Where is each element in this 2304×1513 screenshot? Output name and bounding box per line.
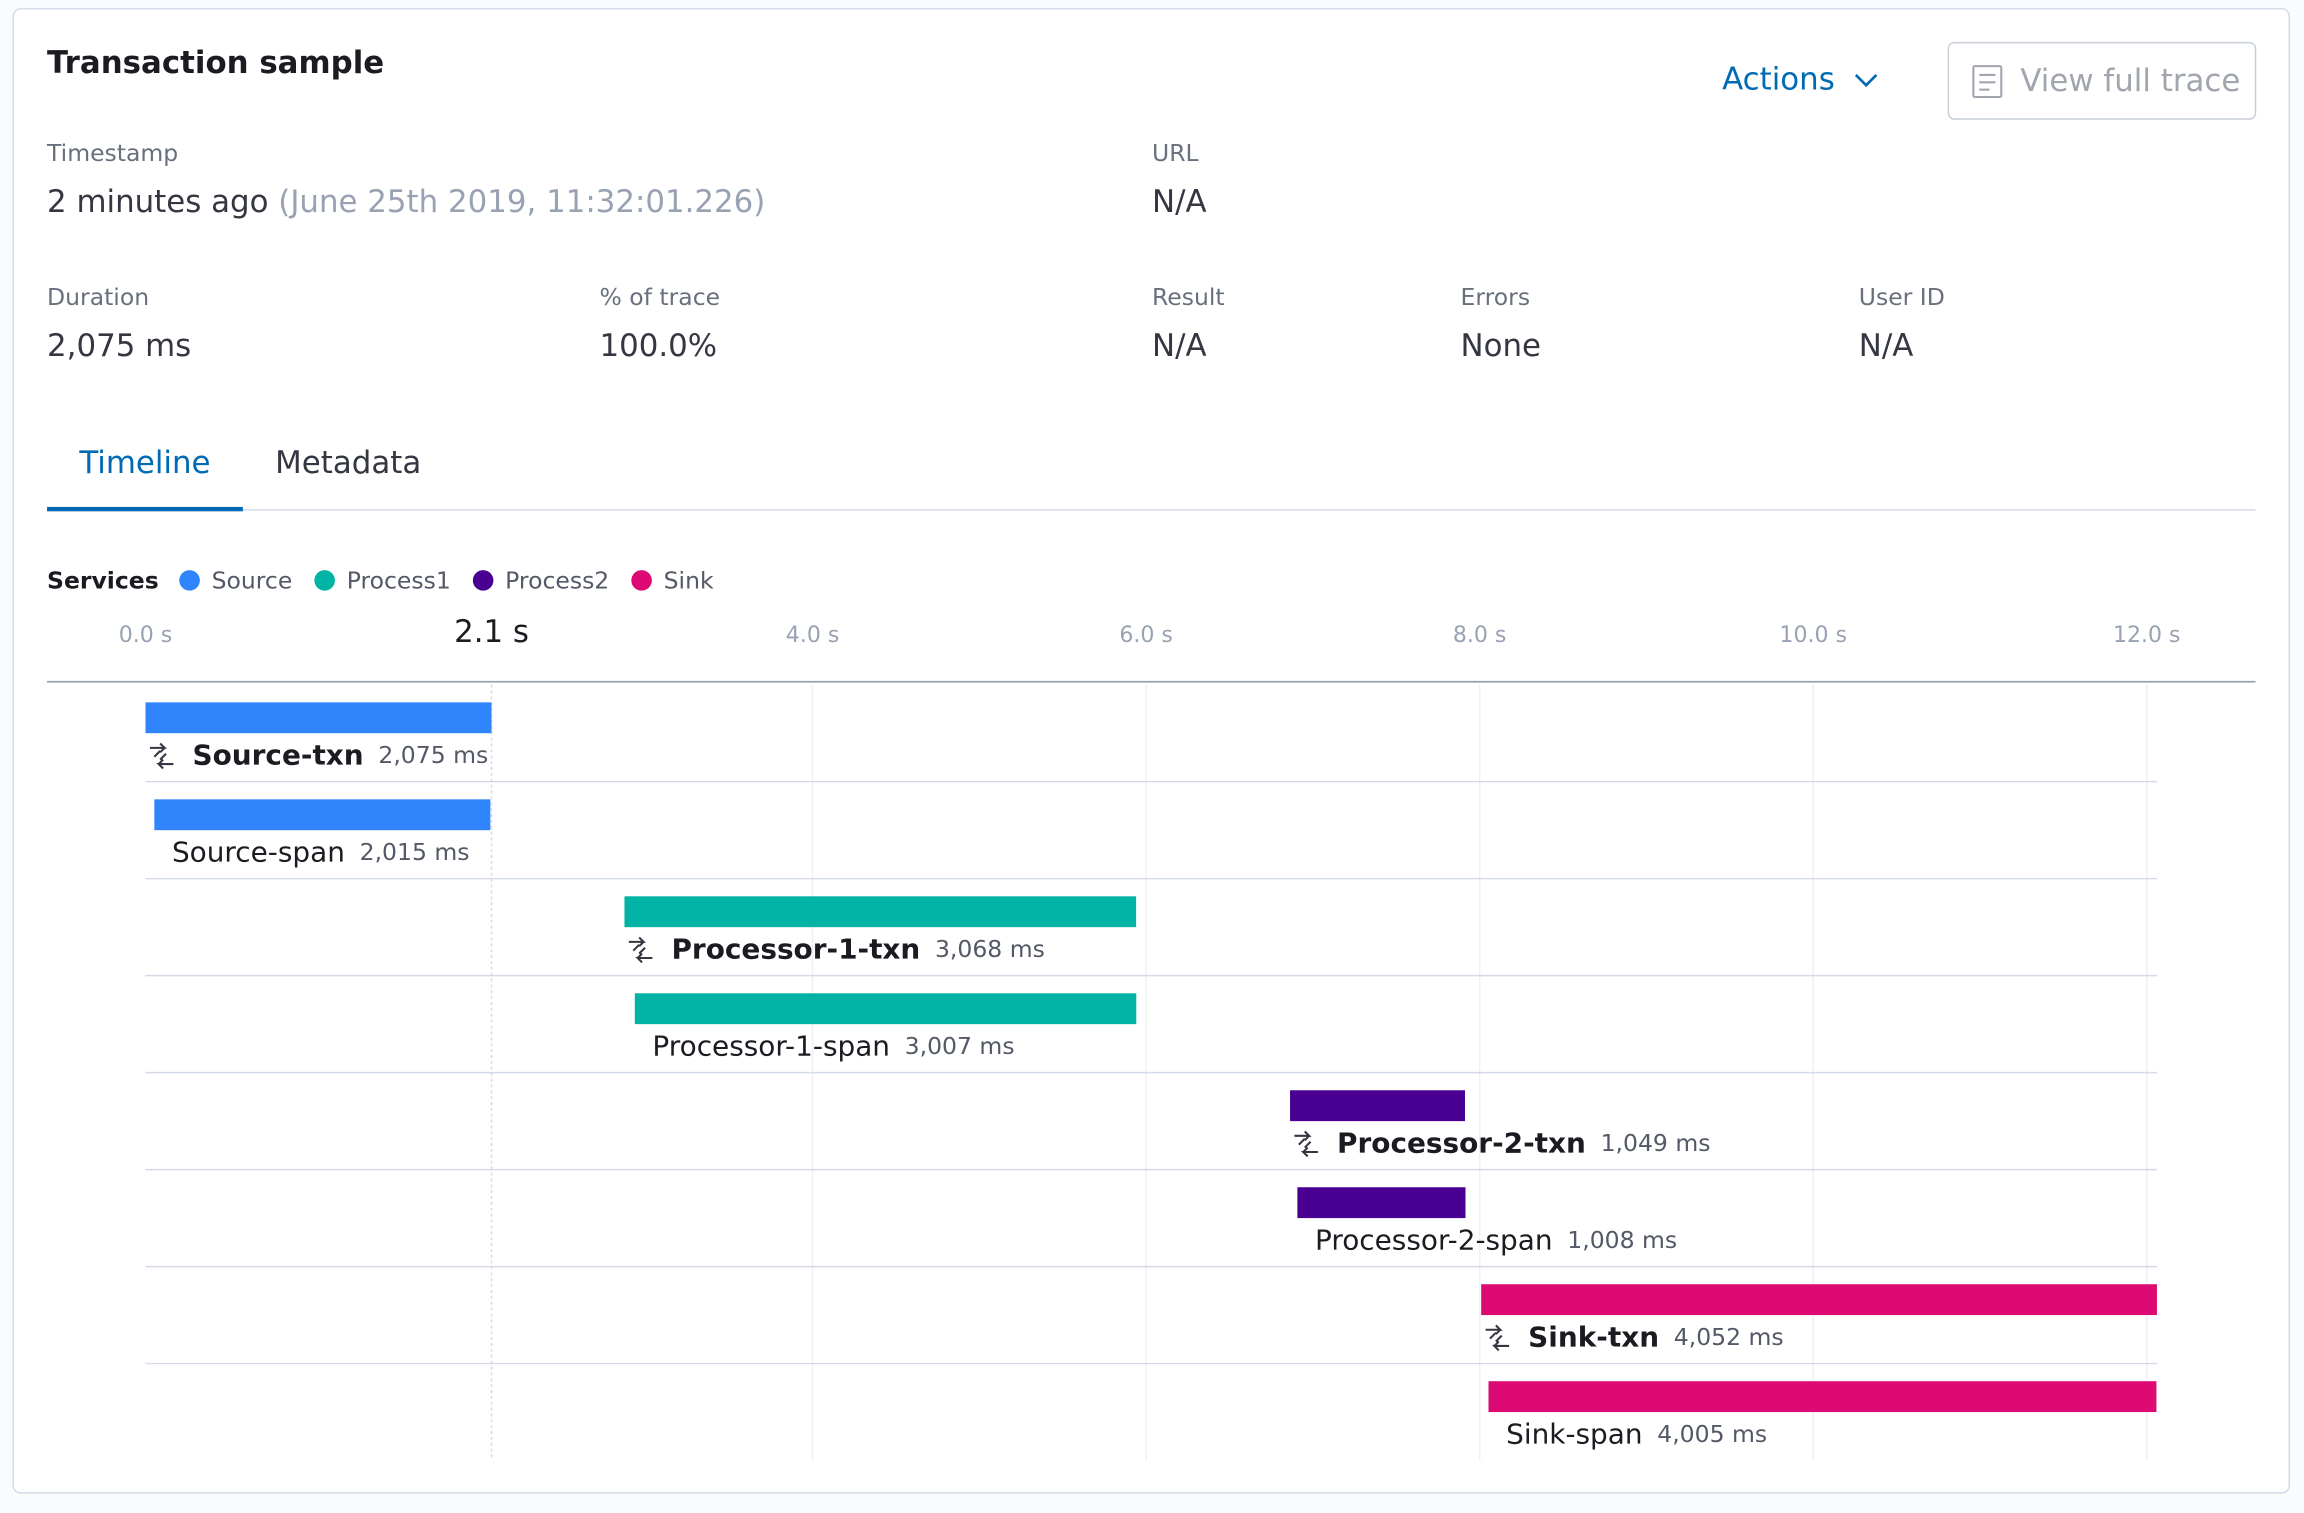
field-label: Timestamp <box>46 139 178 167</box>
item-name: Processor-1-span <box>652 1030 890 1063</box>
transaction-icon <box>1485 1324 1510 1352</box>
item-duration: 4,005 ms <box>1657 1420 1767 1448</box>
transaction-icon <box>149 742 174 770</box>
tab[interactable]: Metadata <box>275 445 421 481</box>
icon-stroke <box>1485 1324 1510 1352</box>
field-value-text: 2 minutes ago <box>47 183 268 219</box>
x-tick-label: 8.0 s <box>1453 623 1507 648</box>
timeline-bar[interactable] <box>145 702 492 734</box>
field-label: % of trace <box>600 283 721 311</box>
icon-stroke <box>149 742 174 770</box>
field-value: 100.0% <box>600 327 718 363</box>
item-duration: 1,049 ms <box>1601 1129 1711 1157</box>
field-value-text: N/A <box>1152 327 1207 363</box>
timeline-bar[interactable] <box>154 799 491 831</box>
chevron-icon <box>1854 74 1878 88</box>
item-duration: 1,008 ms <box>1567 1226 1677 1254</box>
field-value: None <box>1461 327 1541 363</box>
marker-label: 2.1 s <box>454 614 529 650</box>
timeline-bar[interactable] <box>1481 1284 2157 1316</box>
tab[interactable]: Timeline <box>78 445 210 481</box>
transaction-icon <box>1294 1130 1318 1158</box>
document-icon <box>1972 65 2003 99</box>
item-name: Sink-span <box>1506 1418 1642 1451</box>
field-value-text: N/A <box>1152 183 1207 219</box>
transaction-icon <box>628 936 653 964</box>
field-value: N/A <box>1152 183 1207 219</box>
card-title: Transaction sample <box>47 45 384 81</box>
field-label: Duration <box>47 283 149 311</box>
tab-underline <box>47 506 243 512</box>
icon-stroke <box>1294 1130 1318 1158</box>
item-duration: 3,068 ms <box>935 935 1045 963</box>
item-name: Processor-1-txn <box>671 933 920 966</box>
field-label: User ID <box>1859 283 1945 311</box>
icon-stroke <box>628 936 653 964</box>
field-value-text: N/A <box>1859 327 1914 363</box>
x-tick-label: 12.0 s <box>2113 623 2181 648</box>
x-tick-label: 0.0 s <box>119 623 173 648</box>
field-label: URL <box>1152 139 1199 167</box>
field-value: N/A <box>1859 327 1914 363</box>
legend-label: Sink <box>664 566 714 594</box>
view-full-trace-button[interactable] <box>1947 41 2257 120</box>
field-value: 2 minutes ago (June 25th 2019, 11:32:01.… <box>47 183 765 219</box>
item-name: Processor-2-span <box>1315 1224 1553 1257</box>
field-label: Result <box>1152 283 1225 311</box>
timeline-bar[interactable] <box>624 896 1137 928</box>
field-value: N/A <box>1152 327 1207 363</box>
item-duration: 4,052 ms <box>1674 1323 1784 1351</box>
item-duration: 3,007 ms <box>905 1032 1015 1060</box>
timeline-bar[interactable] <box>1290 1090 1465 1122</box>
item-name: Source-txn <box>193 739 364 772</box>
item-name: Processor-2-txn <box>1337 1127 1586 1160</box>
legend-dot <box>631 570 652 591</box>
card <box>12 8 2291 1494</box>
x-tick-label: 10.0 s <box>1779 623 1847 648</box>
legend-dot <box>472 570 494 591</box>
field-detail: (June 25th 2019, 11:32:01.226) <box>278 183 765 219</box>
legend-dot <box>179 570 200 591</box>
item-duration: 2,075 ms <box>378 741 488 769</box>
field-value-text: 2,075 ms <box>47 327 191 363</box>
field-value: 2,075 ms <box>47 327 191 363</box>
timeline-bar[interactable] <box>1488 1381 2157 1413</box>
field-value-text: 100.0% <box>600 327 718 363</box>
item-duration: 2,015 ms <box>360 838 470 866</box>
item-name: Source-span <box>172 836 345 869</box>
item-name: Sink-txn <box>1528 1321 1659 1354</box>
legend-title: Services <box>47 566 159 594</box>
field-value-text: None <box>1461 327 1541 363</box>
timeline-bar[interactable] <box>634 993 1137 1025</box>
x-tick-label: 6.0 s <box>1119 623 1173 648</box>
timeline-bar[interactable] <box>1297 1187 1466 1219</box>
actions-button[interactable]: Actions <box>1722 61 1835 97</box>
field-label: Errors <box>1461 283 1531 311</box>
legend-label: Source <box>212 566 293 594</box>
legend-label: Process2 <box>505 566 609 594</box>
view-full-trace-label: View full trace <box>2020 63 2240 99</box>
legend-label: Process1 <box>347 566 451 594</box>
x-tick-label: 4.0 s <box>786 623 840 648</box>
legend-dot <box>314 570 335 591</box>
